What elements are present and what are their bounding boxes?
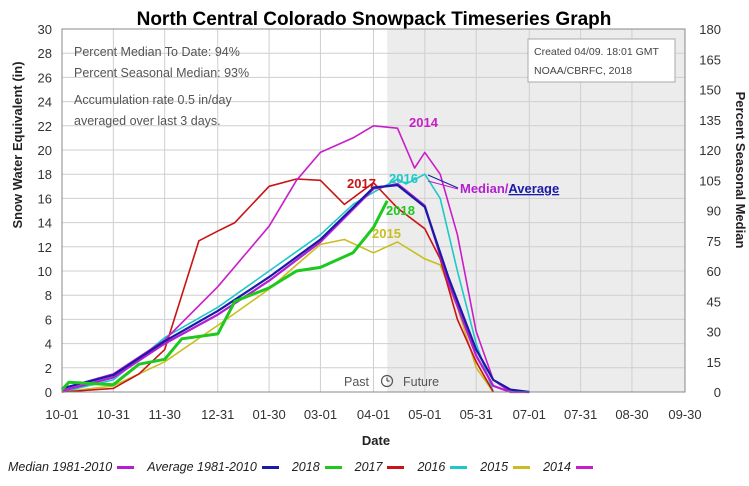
y2-tick-label: 60 bbox=[707, 264, 721, 279]
x-tick-label: 09-30 bbox=[668, 407, 701, 422]
y-tick-label: 6 bbox=[45, 312, 52, 327]
legend-label: 2018 bbox=[291, 460, 320, 474]
y-tick-label: 26 bbox=[38, 70, 52, 85]
y2-tick-label: 105 bbox=[699, 173, 721, 188]
x-tick-label: 05-01 bbox=[408, 407, 441, 422]
y2-tick-label: 75 bbox=[707, 234, 721, 249]
x-tick-label: 08-30 bbox=[615, 407, 648, 422]
y-tick-label: 0 bbox=[45, 385, 52, 400]
x-tick-label: 10-31 bbox=[97, 407, 130, 422]
legend-swatch bbox=[450, 465, 468, 469]
x-axis-ticks: 10-01 10-31 11-30 12-31 01-30 03-01 04-01 05-01… bbox=[45, 407, 701, 422]
y2-axis-label: Percent Seasonal Median bbox=[733, 92, 748, 249]
legend: Median 1981-2010 Average 1981-2010 2018 201… bbox=[8, 457, 748, 477]
x-tick-label: 05-31 bbox=[460, 407, 493, 422]
y-tick-label: 4 bbox=[45, 337, 52, 352]
x-tick-label: 11-30 bbox=[149, 407, 181, 422]
y-tick-label: 30 bbox=[38, 22, 52, 37]
y-tick-label: 8 bbox=[45, 288, 52, 303]
legend-swatch bbox=[575, 465, 593, 469]
y2-tick-label: 15 bbox=[707, 355, 721, 370]
y2-tick-label: 135 bbox=[699, 113, 721, 128]
series-line-2014 bbox=[61, 125, 511, 393]
stat-percent-median-to-date: Percent Median To Date: 94% bbox=[74, 45, 240, 59]
y-tick-label: 22 bbox=[38, 119, 52, 134]
y-tick-label: 16 bbox=[38, 191, 52, 206]
legend-item: 2016 bbox=[417, 460, 468, 474]
svg-text:Median/Average: Median/Average bbox=[460, 181, 559, 196]
x-tick-label: 10-01 bbox=[45, 407, 78, 422]
chart-title: North Central Colorado Snowpack Timeseri… bbox=[137, 9, 612, 30]
credit-box bbox=[527, 38, 676, 83]
y-tick-label: 14 bbox=[38, 216, 52, 231]
series-line-2018 bbox=[60, 200, 389, 391]
y2-tick-label: 30 bbox=[707, 325, 721, 340]
x-tick-label: 07-01 bbox=[513, 407, 546, 422]
legend-swatch bbox=[513, 465, 531, 469]
legend-label: 2015 bbox=[480, 460, 509, 474]
series-lines bbox=[60, 125, 530, 394]
x-axis-label: Date bbox=[362, 433, 390, 448]
x-tick-label: 04-01 bbox=[357, 407, 390, 422]
y2-tick-label: 45 bbox=[707, 294, 721, 309]
legend-item: Average 1981-2010 bbox=[147, 460, 279, 474]
label-2016: 2016 bbox=[389, 171, 418, 186]
y2-tick-label: 150 bbox=[699, 83, 721, 98]
y-tick-label: 12 bbox=[38, 240, 52, 255]
stat-accumulation-note: averaged over last 3 days. bbox=[74, 114, 221, 128]
x-tick-label: 01-30 bbox=[252, 407, 285, 422]
y-axis-label: Snow Water Equivalent (in) bbox=[10, 61, 25, 228]
label-2014: 2014 bbox=[409, 115, 439, 130]
series-line-2016 bbox=[61, 173, 495, 393]
future-shading bbox=[387, 29, 685, 392]
plot-frame bbox=[61, 28, 686, 393]
legend-swatch bbox=[324, 465, 342, 469]
legend-label: Average 1981-2010 bbox=[147, 460, 257, 474]
credit-created: Created 04/09. 18:01 GMT bbox=[534, 46, 659, 58]
series-line-average-1981-2010 bbox=[61, 184, 530, 394]
y-tick-label: 20 bbox=[38, 143, 52, 158]
y2-tick-label: 0 bbox=[714, 385, 721, 400]
legend-label: Median 1981-2010 bbox=[8, 460, 113, 474]
y2-tick-label: 90 bbox=[707, 204, 721, 219]
future-label: Future bbox=[403, 375, 439, 389]
stat-accumulation-rate: Accumulation rate 0.5 in/day bbox=[74, 93, 232, 107]
y-tick-label: 2 bbox=[45, 361, 52, 376]
y2-tick-label: 165 bbox=[699, 52, 721, 67]
median-label: Median/ bbox=[460, 181, 509, 196]
legend-swatch bbox=[387, 465, 405, 469]
legend-item: 2018 bbox=[292, 460, 342, 474]
legend-label: 2014 bbox=[543, 460, 571, 474]
label-2015: 2015 bbox=[372, 226, 401, 241]
average-label: Average bbox=[508, 181, 559, 196]
legend-swatch bbox=[261, 465, 279, 469]
x-tick-label: 12-31 bbox=[201, 407, 234, 422]
median-average-label: Median/Average bbox=[427, 174, 559, 196]
y2-tick-label: 120 bbox=[699, 143, 721, 158]
legend-item: 2017 bbox=[355, 460, 405, 474]
legend-swatch bbox=[117, 465, 135, 469]
label-2018: 2018 bbox=[386, 203, 415, 218]
past-label: Past bbox=[344, 375, 370, 389]
label-2017: 2017 bbox=[347, 176, 376, 191]
credit-source: NOAA/CBRFC, 2018 bbox=[534, 65, 632, 77]
legend-item: 2015 bbox=[480, 460, 531, 474]
x-tick-label: 07-31 bbox=[564, 407, 597, 422]
legend-label: 2016 bbox=[417, 460, 446, 474]
y-tick-label: 28 bbox=[38, 46, 52, 61]
y-tick-label: 24 bbox=[38, 95, 52, 110]
clock-icon bbox=[380, 374, 394, 388]
y-tick-label: 10 bbox=[38, 264, 52, 279]
legend-label: 2017 bbox=[354, 460, 383, 474]
y2-tick-label: 180 bbox=[699, 22, 721, 37]
y-tick-label: 18 bbox=[38, 167, 52, 182]
stat-percent-seasonal-median: Percent Seasonal Median: 93% bbox=[74, 66, 249, 80]
legend-item: 2014 bbox=[543, 460, 593, 474]
y2-axis-ticks: 0 15 30 45 60 75 90 105 120 135 150 165 180 bbox=[699, 22, 721, 400]
legend-item: Median 1981-2010 bbox=[8, 460, 135, 474]
x-tick-label: 03-01 bbox=[304, 407, 337, 422]
